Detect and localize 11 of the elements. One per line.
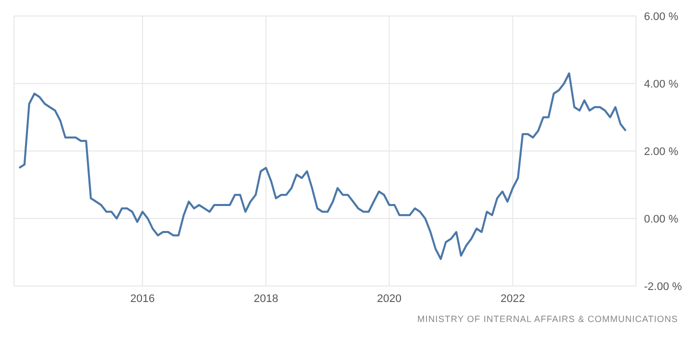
y-tick-label: 6.00 % (644, 10, 678, 23)
y-tick-label: 4.00 % (644, 78, 678, 90)
y-tick-label: 2.00 % (644, 146, 678, 158)
line-series (18, 72, 627, 260)
x-tick-label: 2016 (130, 292, 155, 305)
y-tick-label: 0.00 % (644, 213, 678, 226)
x-tick-label: 2018 (254, 292, 278, 305)
text: MINISTRY OF INTERNAL AFFAIRS & COMMUNICATIONS (416, 314, 679, 324)
x-tick-label: 2020 (377, 292, 402, 305)
y-tick-label: -2.00 % (644, 280, 682, 293)
x-tick-label: 2022 (500, 292, 525, 305)
